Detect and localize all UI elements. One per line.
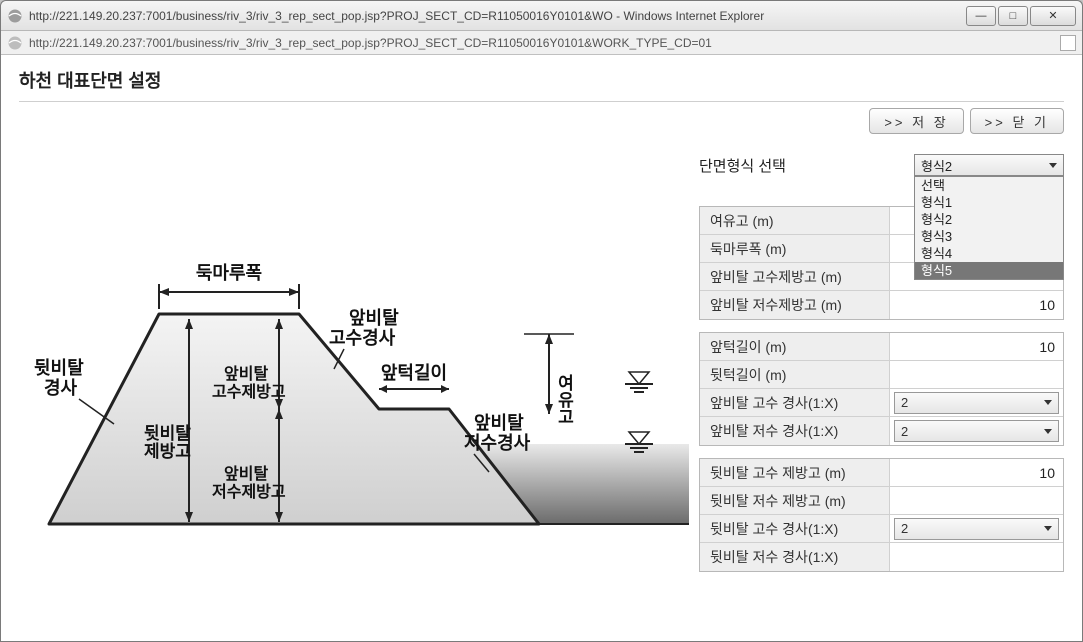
form-label: 앞턱길이 (m) xyxy=(700,333,890,360)
form-value[interactable]: 10 xyxy=(890,291,1063,319)
page-title: 하천 대표단면 설정 xyxy=(19,67,1064,102)
page-status-icon xyxy=(1060,35,1076,51)
form-value[interactable]: 10 xyxy=(890,333,1063,360)
main-layout: 둑마루폭뒷비탈경사앞비탈고수경사앞턱길이앞비탈저수경사뒷비탈제방고앞비탈고수제방… xyxy=(19,154,1064,572)
svg-text:저수제방고: 저수제방고 xyxy=(212,483,286,501)
dropdown-option[interactable]: 형식3 xyxy=(915,228,1063,245)
cross-section-diagram: 둑마루폭뒷비탈경사앞비탈고수경사앞턱길이앞비탈저수경사뒷비탈제방고앞비탈고수제방… xyxy=(19,214,689,572)
close-window-button[interactable]: ✕ xyxy=(1030,6,1076,26)
form-row: 뒷비탈 저수 제방고 (m) xyxy=(700,487,1063,515)
ie-icon xyxy=(7,8,23,24)
form-value: 2 xyxy=(890,417,1063,445)
form-row: 뒷비탈 고수 경사(1:X) 2 xyxy=(700,515,1063,543)
window-title: http://221.149.20.237:7001/business/riv_… xyxy=(29,9,964,23)
url-text[interactable]: http://221.149.20.237:7001/business/riv_… xyxy=(29,36,1054,50)
section-type-dropdown[interactable]: 형식2 선택형식1형식2형식3형식4형식5 xyxy=(914,154,1064,176)
form-label: 여유고 (m) xyxy=(700,207,890,234)
chevron-down-icon xyxy=(1044,429,1052,434)
svg-text:둑마루폭: 둑마루폭 xyxy=(196,263,262,283)
form-group-3: 뒷비탈 고수 제방고 (m)10뒷비탈 저수 제방고 (m)뒷비탈 고수 경사(… xyxy=(699,458,1064,572)
dropdown-display[interactable]: 형식2 xyxy=(914,154,1064,176)
form-label: 앞비탈 고수 경사(1:X) xyxy=(700,389,890,416)
form-row: 앞비탈 고수 경사(1:X) 2 xyxy=(700,389,1063,417)
form-label: 앞비탈 저수 경사(1:X) xyxy=(700,417,890,445)
select-value: 2 xyxy=(901,395,908,410)
dropdown-option[interactable]: 형식2 xyxy=(915,211,1063,228)
section-type-selector-row: 단면형식 선택 형식2 선택형식1형식2형식3형식4형식5 xyxy=(699,154,1064,176)
form-label: 뒷비탈 고수 제방고 (m) xyxy=(700,459,890,486)
svg-text:고수경사: 고수경사 xyxy=(329,328,396,348)
form-value[interactable]: 10 xyxy=(890,459,1063,486)
form-value[interactable] xyxy=(890,487,1063,514)
form-label: 뒷비탈 고수 경사(1:X) xyxy=(700,515,890,542)
svg-text:앞비탈: 앞비탈 xyxy=(349,308,399,328)
form-label: 뒷비탈 저수 경사(1:X) xyxy=(700,543,890,571)
form-row: 뒷턱길이 (m) xyxy=(700,361,1063,389)
minimize-button[interactable]: — xyxy=(966,6,996,26)
svg-text:앞비탈: 앞비탈 xyxy=(474,413,524,433)
svg-text:뒷비탈: 뒷비탈 xyxy=(144,423,191,443)
form-label: 둑마루폭 (m) xyxy=(700,235,890,262)
svg-text:앞비탈: 앞비탈 xyxy=(224,464,268,483)
svg-text:경사: 경사 xyxy=(44,378,78,398)
close-button[interactable]: >> 닫 기 xyxy=(970,108,1064,134)
ie-window: http://221.149.20.237:7001/business/riv_… xyxy=(0,0,1083,642)
form-row: 앞비탈 저수제방고 (m)10 xyxy=(700,291,1063,319)
svg-text:저수경사: 저수경사 xyxy=(464,433,531,453)
form-group-2: 앞턱길이 (m)10뒷턱길이 (m)앞비탈 고수 경사(1:X)2앞비탈 저수 … xyxy=(699,332,1064,446)
svg-text:뒷비탈: 뒷비탈 xyxy=(34,358,84,378)
chevron-down-icon xyxy=(1049,163,1057,168)
form-column: 단면형식 선택 형식2 선택형식1형식2형식3형식4형식5 여유고 (m)둑마루… xyxy=(699,154,1064,572)
chevron-down-icon xyxy=(1044,400,1052,405)
form-value: 2 xyxy=(890,389,1063,416)
form-label: 앞비탈 저수제방고 (m) xyxy=(700,291,890,319)
address-bar: http://221.149.20.237:7001/business/riv_… xyxy=(1,31,1082,55)
slope-select[interactable]: 2 xyxy=(894,420,1059,442)
select-value: 2 xyxy=(901,424,908,439)
window-buttons: — □ ✕ xyxy=(964,6,1076,26)
form-label: 뒷턱길이 (m) xyxy=(700,361,890,388)
form-row: 앞턱길이 (m)10 xyxy=(700,333,1063,361)
titlebar: http://221.149.20.237:7001/business/riv_… xyxy=(1,1,1082,31)
save-button[interactable]: >> 저 장 xyxy=(869,108,963,134)
svg-text:고수제방고: 고수제방고 xyxy=(212,383,286,401)
form-value: 2 xyxy=(890,515,1063,542)
form-value[interactable] xyxy=(890,361,1063,388)
svg-text:제방고: 제방고 xyxy=(144,442,191,461)
chevron-down-icon xyxy=(1044,526,1052,531)
svg-text:앞비탈: 앞비탈 xyxy=(224,364,268,383)
top-button-bar: >> 저 장 >> 닫 기 xyxy=(19,108,1064,134)
select-value: 2 xyxy=(901,521,908,536)
svg-text:여유고: 여유고 xyxy=(555,374,574,425)
slope-select[interactable]: 2 xyxy=(894,518,1059,540)
form-value[interactable] xyxy=(890,543,1063,571)
dropdown-selected: 형식2 xyxy=(921,156,952,175)
maximize-button[interactable]: □ xyxy=(998,6,1028,26)
form-label: 앞비탈 고수제방고 (m) xyxy=(700,263,890,290)
ie-icon xyxy=(7,35,23,51)
form-row: 앞비탈 저수 경사(1:X) 2 xyxy=(700,417,1063,445)
diagram-column: 둑마루폭뒷비탈경사앞비탈고수경사앞턱길이앞비탈저수경사뒷비탈제방고앞비탈고수제방… xyxy=(19,154,689,572)
dropdown-option[interactable]: 형식5 xyxy=(915,262,1063,279)
dropdown-list: 선택형식1형식2형식3형식4형식5 xyxy=(914,176,1064,280)
dropdown-option[interactable]: 형식1 xyxy=(915,194,1063,211)
dropdown-option[interactable]: 선택 xyxy=(915,177,1063,194)
dropdown-option[interactable]: 형식4 xyxy=(915,245,1063,262)
form-row: 뒷비탈 고수 제방고 (m)10 xyxy=(700,459,1063,487)
section-type-label: 단면형식 선택 xyxy=(699,155,894,176)
form-row: 뒷비탈 저수 경사(1:X) xyxy=(700,543,1063,571)
form-label: 뒷비탈 저수 제방고 (m) xyxy=(700,487,890,514)
svg-text:앞턱길이: 앞턱길이 xyxy=(381,362,447,383)
slope-select[interactable]: 2 xyxy=(894,392,1059,414)
page-content: 하천 대표단면 설정 >> 저 장 >> 닫 기 둑마루폭뒷비탈경사앞비탈고수경… xyxy=(1,55,1082,641)
